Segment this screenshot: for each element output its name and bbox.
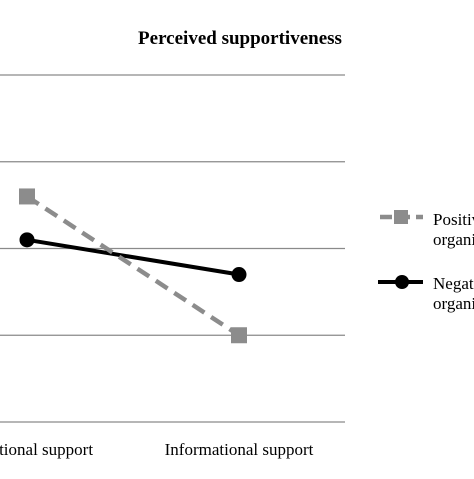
data-point-positive-0	[19, 188, 35, 205]
legend-item-negative: Negativeorganization	[378, 274, 474, 313]
data-point-negative-1	[231, 267, 247, 283]
legend-swatch-negative-marker	[395, 275, 409, 289]
series-lines	[25, 194, 241, 338]
series-markers	[19, 188, 247, 344]
gridlines	[0, 74, 345, 423]
legend-item-positive: Positiveorganization	[380, 210, 474, 249]
data-point-negative-0	[19, 232, 35, 248]
x-tick-label-informational: Informational support	[165, 440, 314, 459]
series-line-negative	[26, 237, 240, 277]
chart-title: Perceived supportiveness	[138, 28, 342, 49]
legend: Positiveorganization Negativeorganizatio…	[378, 210, 474, 313]
legend-label-positive: Positiveorganization	[433, 210, 474, 249]
legend-swatch-positive-marker	[394, 210, 408, 224]
legend-label-negative: Negativeorganization	[433, 274, 474, 313]
data-point-positive-1	[231, 327, 247, 344]
series-line-positive	[25, 194, 241, 338]
x-tick-label-emotional: Emotional support	[0, 440, 93, 459]
